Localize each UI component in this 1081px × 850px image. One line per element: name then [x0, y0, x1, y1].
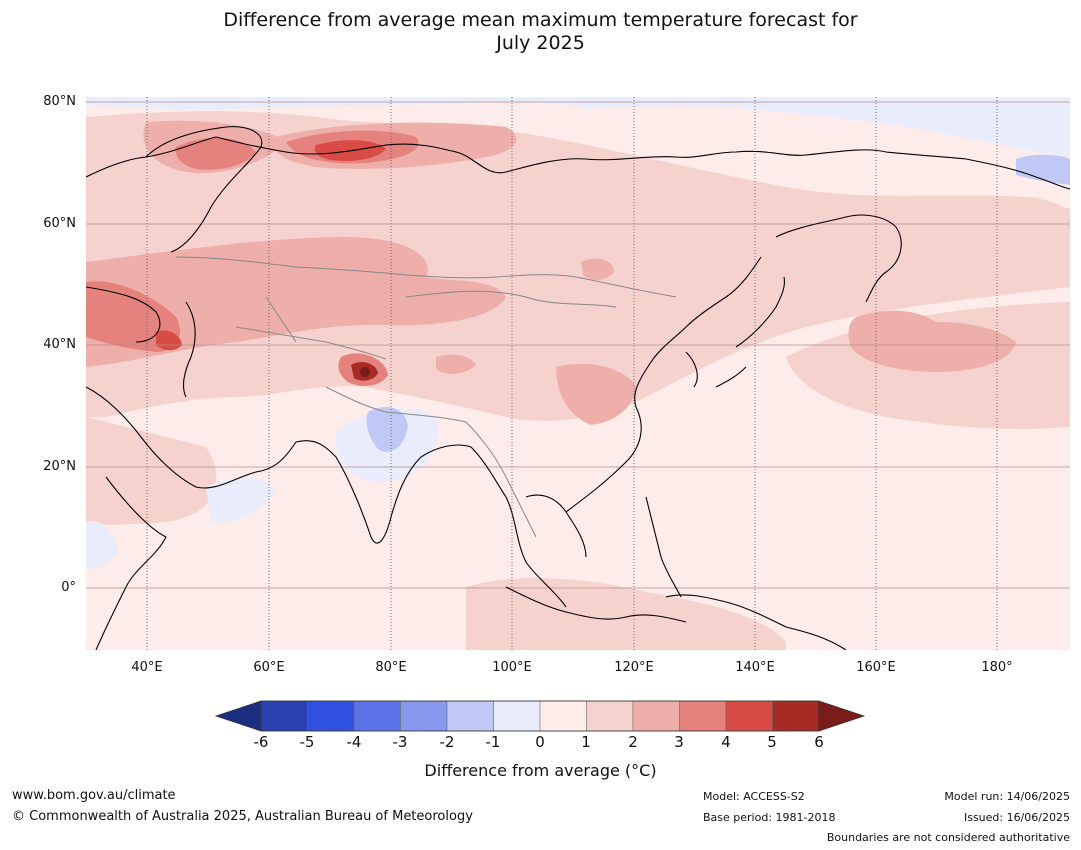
colorbar-tick: 1 — [581, 733, 591, 751]
border-central-asia — [235, 296, 387, 360]
lon-label-60e: 60°E — [253, 660, 285, 675]
anomaly-map — [86, 97, 1070, 650]
colorbar-cell — [725, 700, 773, 732]
colorbar-tick: 2 — [628, 733, 638, 751]
colorbar — [214, 700, 866, 732]
coast-arabia — [86, 386, 297, 489]
anomaly-warm-1-2-arabia — [86, 417, 217, 527]
coast-india — [295, 440, 472, 544]
colorbar-cell — [586, 700, 634, 732]
border-china-mongolia — [405, 290, 617, 308]
colorbar-tick: -6 — [253, 733, 269, 751]
colorbar-cell — [400, 700, 448, 732]
border-russia-kazakhstan — [175, 256, 677, 298]
footer-disclaimer: Boundaries are not considered authoritat… — [826, 831, 1070, 844]
colorbar-tick: -4 — [346, 733, 362, 751]
anomaly-warm-2-3-tibet — [436, 354, 476, 374]
coast-philippines — [645, 496, 682, 598]
colorbar-label: Difference from average (°C) — [424, 761, 657, 780]
anomaly-warm-2-3-china — [556, 363, 636, 425]
border-se-asia — [465, 421, 537, 538]
footer-model: Model: ACCESS-S2 — [703, 790, 805, 803]
colorbar-extend-high — [818, 700, 866, 732]
lon-label-140e: 140°E — [735, 660, 775, 675]
anomaly-warm-1-2-sea — [466, 577, 786, 650]
coast-korea-japan — [685, 276, 785, 388]
colorbar-tick: 0 — [535, 733, 545, 751]
anomaly-cool-africa — [86, 521, 118, 569]
footer-issued: Issued: 16/06/2025 — [963, 811, 1070, 824]
lon-label-40e: 40°E — [131, 660, 163, 675]
colorbar-extend-low — [214, 700, 262, 732]
coast-scandinavia — [145, 126, 263, 253]
colorbar-cell — [260, 700, 308, 732]
lon-label-180: 180° — [981, 660, 1013, 675]
coast-africa-horn — [95, 476, 167, 650]
anomaly-cool-india-core — [366, 407, 408, 452]
footer-copyright: © Commonwealth of Australia 2025, Austra… — [12, 809, 473, 824]
anomaly-cool-east-siberia — [1016, 154, 1070, 185]
anomaly-warm-3-4-nw — [175, 137, 256, 170]
anomaly-warm-6-plus-himalaya — [360, 367, 370, 377]
footer-url[interactable]: www.bom.gov.au/climate — [12, 788, 176, 803]
coast-arctic — [86, 136, 1070, 190]
lat-label-60n: 60°N — [43, 216, 76, 231]
colorbar-cell — [353, 700, 401, 732]
anomaly-warm-2-3-baikal — [581, 258, 614, 280]
colorbar-tick: 3 — [674, 733, 684, 751]
anomaly-cool-arabian-sea — [206, 477, 276, 523]
anomaly-warm-2-3-kazakhstan — [86, 237, 506, 367]
coast-china — [565, 256, 762, 513]
colorbar-cell — [307, 700, 355, 732]
coast-black-caspian — [86, 286, 196, 398]
lon-label-100e: 100°E — [492, 660, 532, 675]
colorbar-tick: 4 — [721, 733, 731, 751]
lat-label-80n: 80°N — [43, 94, 76, 109]
colorbar-tick: -5 — [299, 733, 315, 751]
anomaly-cool-arctic — [86, 97, 1070, 157]
lat-label-20n: 20°N — [43, 459, 76, 474]
chart-title: Difference from average mean maximum tem… — [0, 9, 1081, 55]
lat-label-0: 0° — [61, 580, 76, 595]
anomaly-warm-2-3-north-pacific — [848, 310, 1016, 372]
border-india — [325, 386, 467, 423]
colorbar-cell — [679, 700, 727, 732]
colorbar-cell — [446, 700, 494, 732]
coast-kamchatka — [775, 214, 902, 303]
colorbar-tick: -2 — [439, 733, 455, 751]
colorbar-outline — [260, 700, 820, 732]
lon-label-160e: 160°E — [856, 660, 896, 675]
colorbar-tick: 6 — [814, 733, 824, 751]
colorbar-tick: -1 — [485, 733, 501, 751]
colorbar-tick: -3 — [392, 733, 408, 751]
colorbar-cell — [772, 700, 820, 732]
footer-model-run: Model run: 14/06/2025 — [944, 790, 1070, 803]
colorbar-tick: 5 — [767, 733, 777, 751]
colorbar-cell — [632, 700, 680, 732]
title-line-2: July 2025 — [496, 32, 585, 54]
lon-label-80e: 80°E — [375, 660, 407, 675]
colorbar-cell — [539, 700, 587, 732]
colorbar-cell — [493, 700, 541, 732]
coast-indonesia — [505, 586, 847, 650]
footer-base-period: Base period: 1981-2018 — [703, 811, 836, 824]
lat-label-40n: 40°N — [43, 337, 76, 352]
lon-label-120e: 120°E — [614, 660, 654, 675]
title-line-1: Difference from average mean maximum tem… — [223, 9, 858, 31]
